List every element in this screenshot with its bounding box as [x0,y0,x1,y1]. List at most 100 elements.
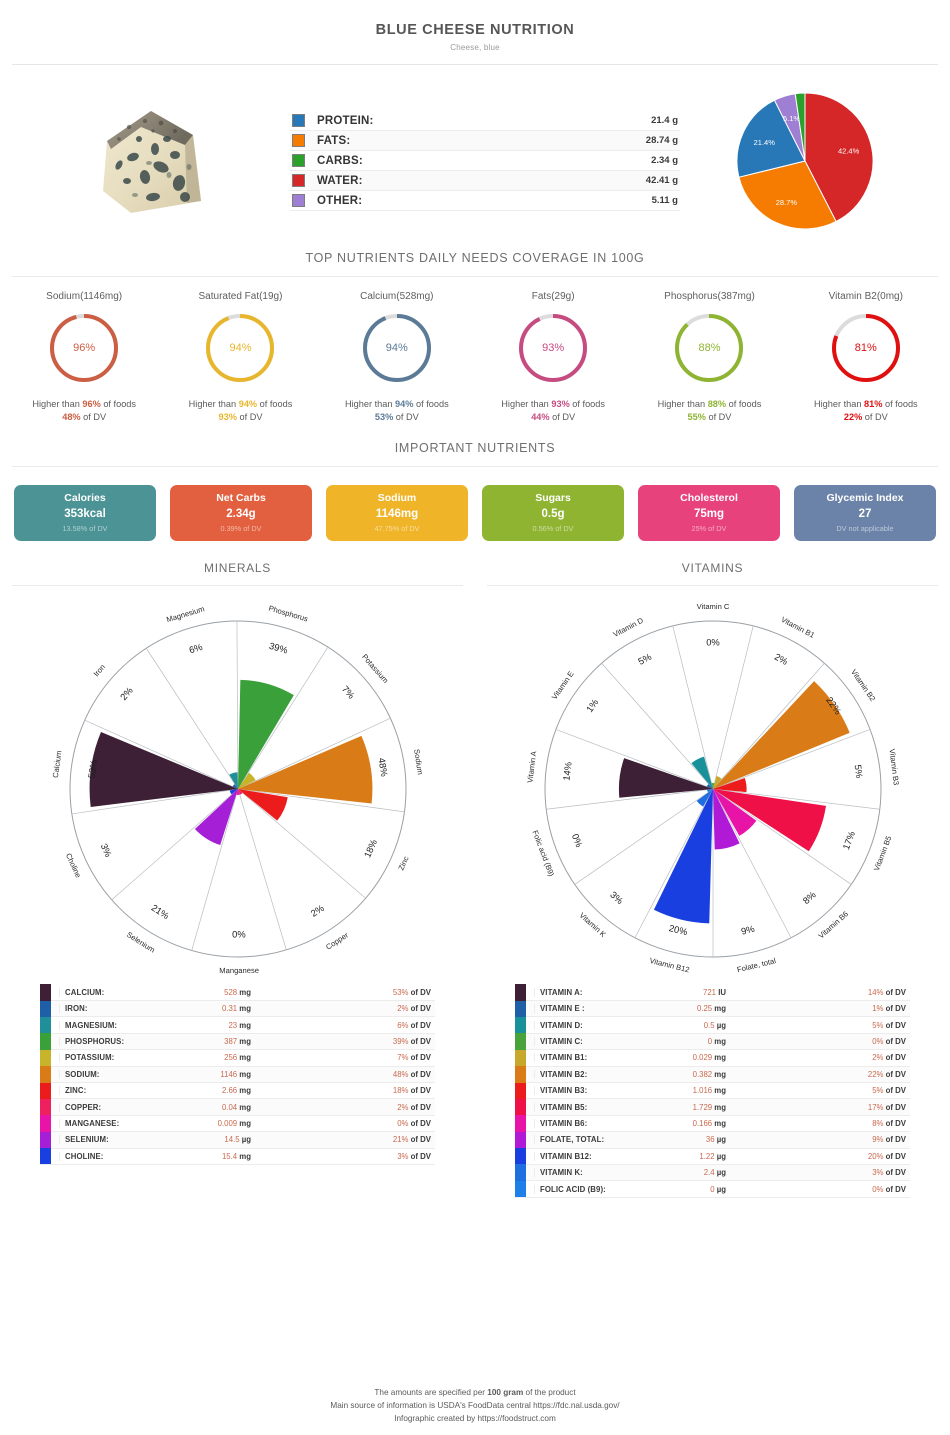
pie-slice-label: 28.7% [776,198,798,207]
nutrient-color-swatch [515,1082,526,1099]
nutrient-card-dv: 25% of DV [691,524,727,534]
table-row: VITAMIN K: 2.4 µg 3% of DV [515,1164,910,1182]
table-row: FOLATE, TOTAL: 36 µg 9% of DV [515,1131,910,1149]
nutrient-dv: 7% of DV [397,1053,431,1063]
nutrient-color-swatch [515,1049,526,1067]
rose-category-label: Vitamin C [696,602,729,611]
table-row: FATS: 28.74 g [290,131,680,151]
table-row: PHOSPHORUS: 387 mg 39% of DV [40,1033,435,1051]
nutrient-color-swatch [515,984,526,1001]
header-divider [12,64,938,65]
nutrient-card-title: Calories [64,492,106,505]
rose-wedge [232,783,238,789]
nutrient-color-swatch [515,1098,526,1116]
rose-value-label: 0% [232,928,246,939]
nutrient-card: Net Carbs 2.34g 0.39% of DV [170,484,312,541]
rose-value-label: 20% [667,922,688,937]
rose-wedge [194,788,238,845]
rose-value-label: 3% [98,841,114,858]
rose-category-label: Phosphorus [267,603,309,623]
rose-value-label: 8% [800,889,817,906]
rose-category-label: Vitamin D [611,615,645,638]
donut-gauge [519,314,588,382]
rose-wedge [237,772,256,789]
donut-progress-arc [831,314,900,382]
nutrient-color-swatch [515,1066,526,1083]
rose-value-label: 9% [739,922,755,936]
nutrient-color-swatch [40,1115,51,1132]
donut-progress-arc [675,314,744,382]
rose-value-label: 39% [267,639,288,655]
nutrient-name: PHOSPHORUS: [59,1037,155,1047]
nutrient-color-swatch [40,1148,51,1165]
minerals-rose-wrap: Phosphorus 39% Potassium 7% Sodium 48% Zinc 18%… [0,592,475,977]
nutrient-color-swatch [515,1000,526,1017]
donut-gauge [675,314,744,382]
nutrient-name: IRON: [59,1004,155,1014]
donut-progress-arc [50,314,119,382]
rose-value-label: 14% [560,761,573,781]
rose-category-label: Folate, total [736,956,777,974]
vitamins-section-title: VITAMINS [681,560,744,575]
rose-wedge [229,788,238,795]
nutrient-color-swatch [515,1033,526,1050]
rose-wedge [712,775,722,789]
daily-needs-coverage-row: Sodium(1146mg) 96% Higher than 96% of food… [0,277,950,425]
rose-wedge [237,735,372,804]
rose-wedge [712,788,740,850]
coverage-caption: Higher than 81% of foods 22% of DV [813,399,918,423]
coverage-caption: Higher than 96% of foods 48% of DV [32,399,137,423]
nutrient-name: SELENIUM: [59,1135,155,1145]
donut-percent-label: 88% [698,342,721,354]
nutrient-amount: 2.4 µg [703,1168,726,1178]
nutrient-card-value: 2.34g [226,508,256,521]
table-row: VITAMIN C: 0 mg 0% of DV [515,1033,910,1051]
rose-value-label: 5% [852,764,865,779]
nutrient-name: VITAMIN B6: [534,1119,630,1128]
nutrient-dv: 5% of DV [872,1086,906,1096]
table-row: MAGNESIUM: 23 mg 6% of DV [40,1016,435,1034]
nutrient-amount: 0.25 mg [696,1004,726,1014]
nutrient-color-swatch [40,984,51,1001]
macro-value: 5.11 g [651,195,678,206]
footer-line-1: The amounts are specified per 100 gram o… [0,1386,950,1399]
nutrient-card-dv: 0.56% of DV [532,524,574,534]
vitamins-table: VITAMIN A: 721 IU 14% of DV VITAMIN E : 0.25… [515,984,910,1198]
coverage-nutrient-name: Saturated Fat(19g) [198,291,283,302]
important-section-title: IMPORTANT NUTRIENTS [394,440,556,455]
nutrient-name: MANGANESE: [59,1119,155,1128]
nutrient-color-swatch [40,1082,51,1099]
nutrient-name: POTASSIUM: [59,1053,155,1063]
rose-value-label: 17% [840,829,857,850]
nutrient-amount: 0.166 mg [692,1119,726,1128]
rose-value-label: 0% [706,636,720,647]
rose-category-label: Folic acid (B9) [530,829,556,878]
coverage-item: Sodium(1146mg) 96% Higher than 96% of food… [6,291,162,425]
nutrient-dv: 3% of DV [397,1151,431,1161]
rose-wedge [236,788,240,795]
table-row: VITAMIN B3: 1.016 mg 5% of DV [515,1082,910,1100]
rose-value-label: 21% [149,901,171,920]
nutrient-name: VITAMIN K: [534,1168,630,1178]
minerals-column: Phosphorus 39% Potassium 7% Sodium 48% Zinc 18%… [0,586,475,1198]
rose-category-label: Potassium [360,652,390,685]
macro-label: PROTEIN: [317,114,374,127]
footer-amount-prefix: The amounts are specified per [374,1387,488,1397]
donut-gauge [206,314,275,382]
legend-swatch-other [292,194,305,207]
coverage-donut: 96% [45,309,123,387]
rose-wedge [237,788,288,821]
nutrient-amount: 2.66 mg [221,1086,251,1096]
rose-category-label: Sodium [412,748,425,775]
nutrient-amount: 0.029 mg [692,1053,726,1063]
page-subtitle: Cheese, blue [450,43,500,52]
nutrient-amount: 528 mg [224,987,251,997]
nutrient-dv: 2% of DV [872,1053,906,1063]
coverage-divider [12,276,938,277]
page-title: BLUE CHEESE NUTRITION [375,22,575,38]
minerals-divider [12,584,463,586]
nutrient-dv: 14% of DV [867,987,906,997]
nutrient-dv: 0% of DV [872,1184,906,1194]
nutrient-name: ZINC: [59,1086,155,1096]
rose-value-label: 48% [376,757,390,777]
